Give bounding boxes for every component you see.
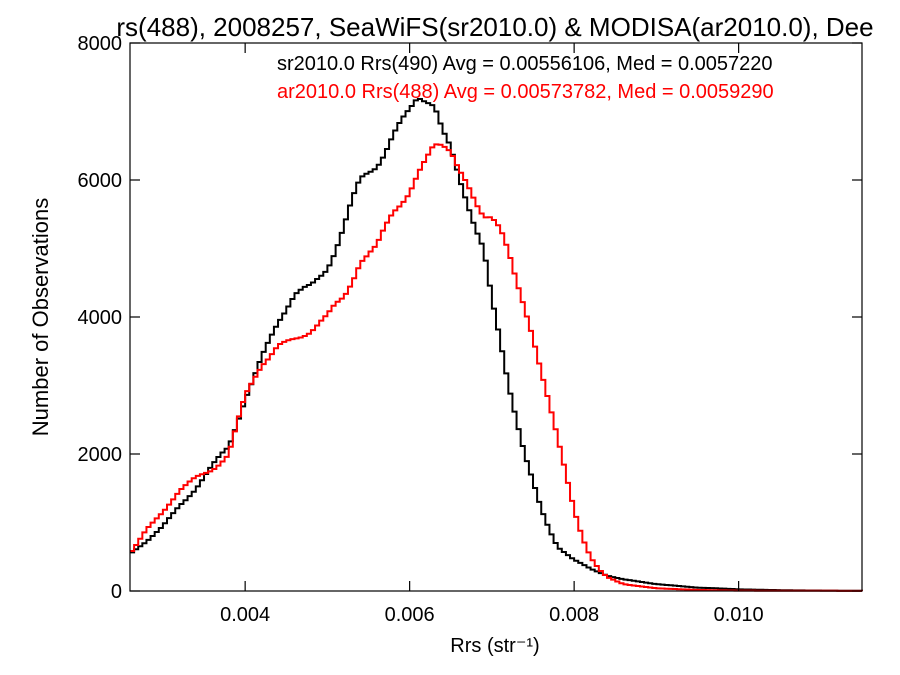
- series-group: [130, 97, 863, 592]
- x-tick-label: 0.006: [385, 604, 435, 626]
- x-tick-label: 0.008: [549, 604, 599, 626]
- x-axis: 0.004 0.006 0.008 0.010: [220, 43, 764, 626]
- series-line-ar2010: [130, 143, 863, 592]
- y-axis-label: Number of Observations: [28, 198, 53, 436]
- y-tick-label: 6000: [78, 170, 123, 192]
- y-tick-label: 8000: [78, 33, 123, 55]
- chart-title: rs(488), 2008257, SeaWiFS(sr2010.0) & MO…: [116, 12, 873, 42]
- legend-entry-sr2010: sr2010.0 Rrs(490) Avg = 0.00556106, Med …: [277, 53, 773, 75]
- series-line-sr2010: [130, 97, 863, 592]
- y-tick-label: 0: [111, 581, 122, 603]
- y-tick-label: 2000: [78, 444, 123, 466]
- x-tick-label: 0.010: [714, 604, 764, 626]
- y-axis: 0 2000 4000 6000 8000: [78, 33, 862, 603]
- x-tick-label: 0.004: [220, 604, 270, 626]
- y-tick-label: 4000: [78, 307, 123, 329]
- legend-entry-ar2010: ar2010.0 Rrs(488) Avg = 0.00573782, Med …: [277, 81, 774, 103]
- x-axis-label: Rrs (str⁻¹): [450, 635, 539, 657]
